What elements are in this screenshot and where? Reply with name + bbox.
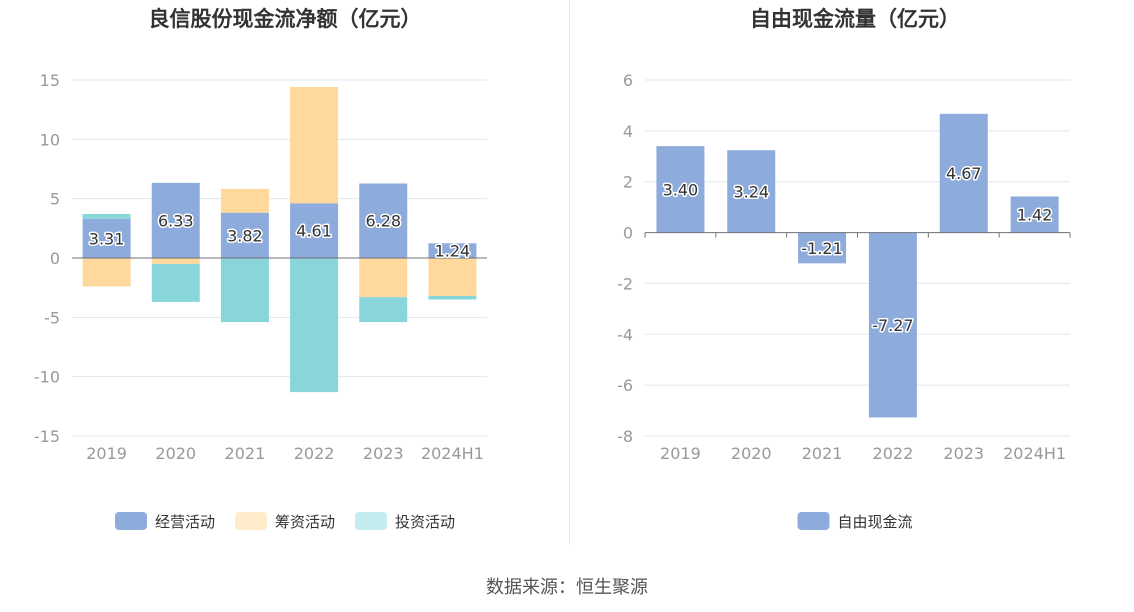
bar-investing-2020 [151, 263, 200, 302]
x-tick-label: 2022 [294, 444, 335, 463]
free-cash-flow-chart: 自由现金流量（亿元） 6 4 2 0 -2 -4 -6 -8 2019 2020 2021 2022 20… [617, 7, 1071, 531]
bar-operating-2022 [290, 203, 339, 258]
bar-operating-2024H1 [428, 243, 477, 258]
bar-financing-2019 [82, 258, 131, 287]
legend-swatch [797, 512, 830, 530]
bar-free-cash-flow-2024H1 [1010, 196, 1059, 233]
data-label: 3.31 [89, 229, 125, 248]
y-tick-label: -8 [617, 427, 633, 446]
data-source-note: 数据来源：恒生聚源 [486, 577, 648, 598]
x-tick-label: 2020 [731, 444, 772, 463]
panel-divider [569, 0, 570, 545]
legend-label: 自由现金流 [838, 513, 913, 531]
chart-title: 良信股份现金流净额（亿元） [149, 7, 422, 31]
bar-financing-2022 [290, 87, 339, 204]
data-label: 1.24 [435, 242, 471, 261]
y-tick-label: -10 [34, 368, 60, 387]
x-tick-label: 2019 [660, 444, 701, 463]
y-tick-label: 2 [623, 173, 633, 192]
bar-free-cash-flow-2023 [939, 113, 988, 233]
bar-free-cash-flow-2019 [656, 146, 705, 233]
x-tick-label: 2024H1 [1003, 444, 1066, 463]
bar-investing-2019 [82, 213, 131, 219]
y-tick-label: 10 [40, 130, 60, 149]
x-tick-label: 2022 [873, 444, 914, 463]
chart-title: 自由现金流量（亿元） [750, 7, 960, 31]
data-label: 6.28 [365, 212, 401, 231]
legend-swatch [115, 512, 147, 530]
data-label: 1.42 [1017, 206, 1053, 225]
bar-financing-2021 [220, 188, 269, 213]
bar-operating-2023 [359, 183, 408, 258]
x-tick-label: 2023 [363, 444, 404, 463]
y-tick-label: -5 [44, 308, 60, 327]
data-label: 6.33 [158, 211, 194, 230]
bar-free-cash-flow-2021 [798, 232, 847, 264]
data-label: 3.40 [663, 180, 699, 199]
bar-financing-2024H1 [428, 258, 477, 296]
bar-operating-2021 [220, 212, 269, 258]
y-tick-label: -4 [617, 325, 633, 344]
data-label: -7.27 [872, 316, 913, 335]
y-tick-label: -15 [34, 427, 60, 446]
bar-investing-2022 [290, 258, 339, 393]
bar-operating-2020 [151, 182, 200, 258]
y-tick-label: 5 [50, 190, 60, 209]
bar-financing-2020 [151, 258, 200, 264]
x-tick-label: 2024H1 [421, 444, 484, 463]
y-tick-label: 4 [623, 122, 633, 141]
data-label: 4.67 [946, 164, 982, 183]
bar-operating-2019 [82, 218, 131, 258]
legend-swatch [355, 512, 387, 530]
data-label: 3.24 [733, 182, 769, 201]
bar-investing-2021 [220, 258, 269, 323]
bar-free-cash-flow-2020 [727, 150, 776, 233]
y-tick-label: -2 [617, 274, 633, 293]
x-tick-label: 2021 [802, 444, 843, 463]
x-tick-label: 2019 [86, 444, 127, 463]
legend-label: 经营活动 [155, 513, 215, 531]
bar-investing-2024H1 [428, 295, 477, 300]
y-tick-label: 0 [623, 224, 633, 243]
y-tick-label: -6 [617, 376, 633, 395]
bar-free-cash-flow-2022 [868, 232, 917, 418]
bar-investing-2023 [359, 297, 408, 323]
legend-label: 投资活动 [395, 513, 455, 531]
data-label: 4.61 [296, 222, 332, 241]
y-tick-label: 15 [40, 71, 60, 90]
legend-label: 筹资活动 [275, 513, 335, 531]
y-tick-label: 0 [50, 249, 60, 268]
y-tick-label: 6 [623, 71, 633, 90]
x-tick-label: 2020 [155, 444, 196, 463]
data-label: -1.21 [801, 239, 842, 258]
data-label: 3.82 [227, 226, 263, 245]
x-tick-label: 2021 [225, 444, 266, 463]
cash-flow-net-chart: 良信股份现金流净额（亿元） 15 10 5 0 -5 -10 -15 2019 2020 2021 2… [34, 7, 487, 531]
bar-financing-2023 [359, 258, 408, 298]
legend-swatch [235, 512, 267, 530]
x-tick-label: 2023 [943, 444, 984, 463]
